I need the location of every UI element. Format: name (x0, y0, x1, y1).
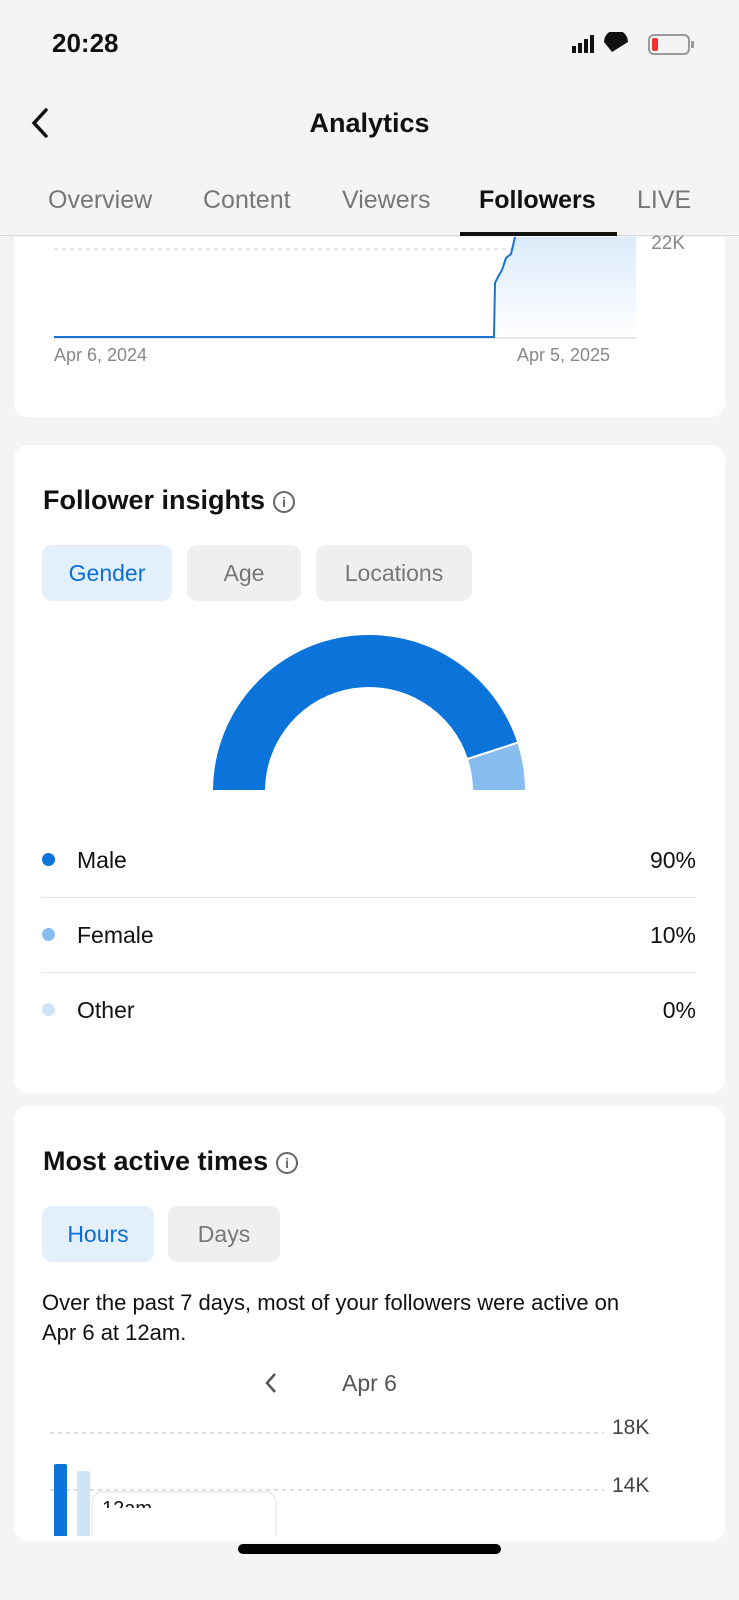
female-dot (42, 928, 55, 941)
legend-value: 0% (662, 997, 696, 1023)
legend-label: Other (77, 997, 135, 1023)
gender-half-donut (210, 633, 528, 792)
male-dot (42, 853, 55, 866)
x-tick-start: Apr 6, 2024 (54, 345, 148, 365)
bar-12am-previous[interactable] (77, 1471, 90, 1536)
active-summary: Over the past 7 days, most of your follo… (42, 1290, 620, 1345)
tooltip-box (91, 1491, 277, 1536)
tab-live[interactable]: LIVE (637, 186, 692, 214)
info-icon[interactable]: i (273, 490, 296, 513)
filter-age[interactable]: Age (187, 545, 301, 601)
followers-chart-card: 22K Apr 6, 2024 Apr 5, 2025 (14, 233, 725, 417)
legend-row-other: Other 0% (42, 973, 696, 1048)
filter-locations[interactable]: Locations (316, 545, 472, 601)
donut-slice-male (210, 633, 520, 792)
chevron-left-icon (265, 1373, 276, 1393)
legend-row-male: Male 90% (42, 823, 696, 898)
tooltip-label: 12am (102, 1498, 152, 1508)
selected-date: Apr 6 (342, 1370, 397, 1396)
x-tick-end: Apr 5, 2025 (517, 345, 611, 365)
bar-12am-current[interactable] (54, 1464, 67, 1536)
section-title: Most active times i (43, 1146, 299, 1177)
legend-label: Male (77, 847, 127, 873)
filter-gender[interactable]: Gender (42, 545, 172, 601)
legend-label: Female (77, 922, 154, 948)
status-time: 20:28 (52, 28, 119, 58)
home-indicator[interactable] (238, 1544, 501, 1554)
tab-content[interactable]: Content (203, 186, 291, 214)
signal-wifi-battery-icon (572, 30, 694, 55)
other-dot (42, 1003, 55, 1016)
page-title: Analytics (309, 108, 430, 138)
status-icons (570, 30, 695, 56)
y-tick-18k: 18K (612, 1416, 650, 1439)
info-icon[interactable]: i (276, 1151, 299, 1174)
most-active-times-card: Most active times i Hours Days Over the p… (14, 1106, 725, 1541)
follower-insights-title: Follower insights (43, 485, 266, 515)
active-hours-bar-chart (50, 1432, 604, 1536)
back-button[interactable] (26, 106, 56, 140)
tab-followers[interactable]: Followers (479, 186, 596, 214)
y-tick-14k: 14K (612, 1474, 650, 1497)
active-tab-indicator (460, 232, 617, 236)
area-fill (494, 237, 636, 338)
legend-value: 90% (649, 847, 696, 873)
series-line (54, 237, 516, 338)
follower-insights-card: Follower insights i Gender Age Locations … (14, 445, 725, 1093)
followers-line-chart (54, 237, 636, 339)
legend-value: 10% (649, 922, 696, 948)
legend-row-female: Female 10% (42, 898, 696, 973)
most-active-times-title: Most active times (43, 1146, 269, 1176)
tab-viewers[interactable]: Viewers (342, 186, 431, 214)
donut-slice-female (465, 741, 528, 792)
previous-date-button[interactable] (257, 1368, 287, 1398)
filter-days[interactable]: Days (168, 1206, 280, 1262)
filter-hours[interactable]: Hours (42, 1206, 154, 1262)
tab-overview[interactable]: Overview (48, 186, 153, 214)
y-tick-22k: 22K (651, 233, 685, 254)
section-title: Follower insights i (43, 485, 296, 516)
chevron-left-icon (31, 108, 48, 138)
tab-bar: Overview Content Viewers Followers LIVE (0, 180, 739, 236)
